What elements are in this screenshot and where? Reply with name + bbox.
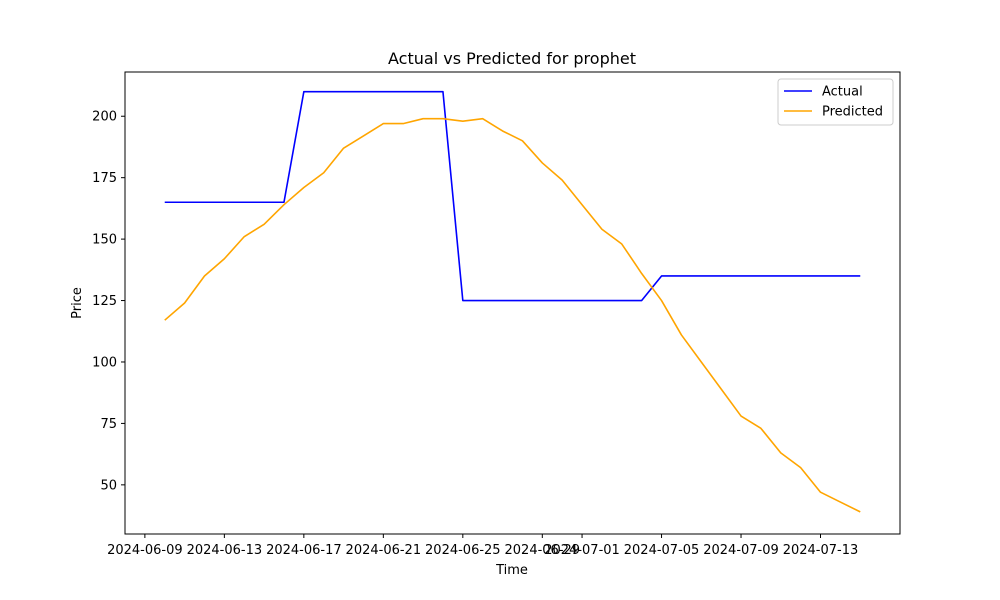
axes-frame bbox=[124, 71, 901, 535]
y-tick-label: 125 bbox=[92, 294, 117, 309]
legend: Actual Predicted bbox=[777, 78, 894, 126]
legend-label-predicted: Predicted bbox=[822, 105, 883, 120]
x-axis-title: Time bbox=[495, 563, 528, 578]
x-tick-label: 2024-07-09 bbox=[703, 543, 779, 558]
x-tick-label: 2024-07-05 bbox=[624, 543, 700, 558]
plot-area bbox=[164, 90, 861, 513]
x-tick-label: 2024-06-25 bbox=[425, 543, 501, 558]
y-tick-label: 150 bbox=[92, 233, 117, 248]
y-tick-label: 100 bbox=[92, 355, 117, 370]
x-axis-ticks: 2024-06-09 2024-06-13 2024-06-17 2024-06-21… bbox=[107, 534, 858, 558]
x-tick-label: 2024-07-01 bbox=[544, 543, 620, 558]
x-tick-label: 2024-07-13 bbox=[783, 543, 859, 558]
y-axis-ticks: 50 75 100 125 150 175 200 bbox=[92, 110, 125, 493]
x-tick-label: 2024-06-09 bbox=[107, 543, 183, 558]
x-tick-label: 2024-06-29 bbox=[505, 543, 581, 558]
y-tick-label: 75 bbox=[100, 417, 117, 432]
chart-title: Actual vs Predicted for prophet bbox=[388, 49, 636, 68]
y-tick-label: 175 bbox=[92, 171, 117, 186]
x-tick-label: 2024-06-13 bbox=[187, 543, 263, 558]
y-tick-label: 50 bbox=[100, 478, 117, 493]
series-line-actual bbox=[164, 90, 861, 302]
legend-label-actual: Actual bbox=[822, 85, 863, 100]
x-tick-label: 2024-06-21 bbox=[346, 543, 422, 558]
y-axis-title: Price bbox=[70, 287, 85, 319]
x-tick-label: 2024-06-17 bbox=[266, 543, 342, 558]
series-line-predicted bbox=[164, 117, 861, 513]
y-tick-label: 200 bbox=[92, 110, 117, 125]
